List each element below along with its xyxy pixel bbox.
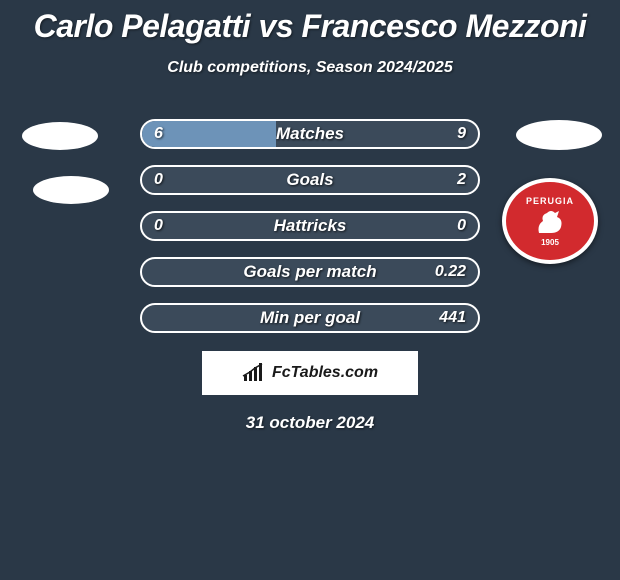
griffin-icon bbox=[533, 207, 567, 237]
bar-chart-icon bbox=[242, 363, 266, 383]
stat-value-right: 441 bbox=[439, 309, 466, 327]
date-text: 31 october 2024 bbox=[0, 413, 620, 433]
badge-club-name: PERUGIA bbox=[526, 196, 574, 206]
badge-year: 1905 bbox=[541, 238, 559, 247]
player2-silhouette-head bbox=[516, 120, 602, 150]
player1-silhouette-body bbox=[33, 176, 109, 204]
stat-row: 6Matches9 bbox=[140, 119, 480, 149]
stat-value-right: 0.22 bbox=[435, 263, 466, 281]
stat-value-right: 2 bbox=[457, 171, 466, 189]
stat-value-right: 9 bbox=[457, 125, 466, 143]
stat-value-right: 0 bbox=[457, 217, 466, 235]
page-subtitle: Club competitions, Season 2024/2025 bbox=[0, 59, 620, 77]
attribution-box: FcTables.com bbox=[202, 351, 418, 395]
stat-label: Goals bbox=[142, 170, 478, 190]
player1-silhouette-head bbox=[22, 122, 98, 150]
stat-label: Matches bbox=[142, 124, 478, 144]
stat-row: Goals per match0.22 bbox=[140, 257, 480, 287]
stat-row: 0Hattricks0 bbox=[140, 211, 480, 241]
attribution-text: FcTables.com bbox=[272, 364, 378, 382]
stat-row: Min per goal441 bbox=[140, 303, 480, 333]
stat-label: Min per goal bbox=[142, 308, 478, 328]
player2-club-badge: PERUGIA 1905 bbox=[502, 178, 598, 264]
stat-label: Goals per match bbox=[142, 262, 478, 282]
stat-row: 0Goals2 bbox=[140, 165, 480, 195]
stat-label: Hattricks bbox=[142, 216, 478, 236]
page-title: Carlo Pelagatti vs Francesco Mezzoni bbox=[0, 0, 620, 45]
